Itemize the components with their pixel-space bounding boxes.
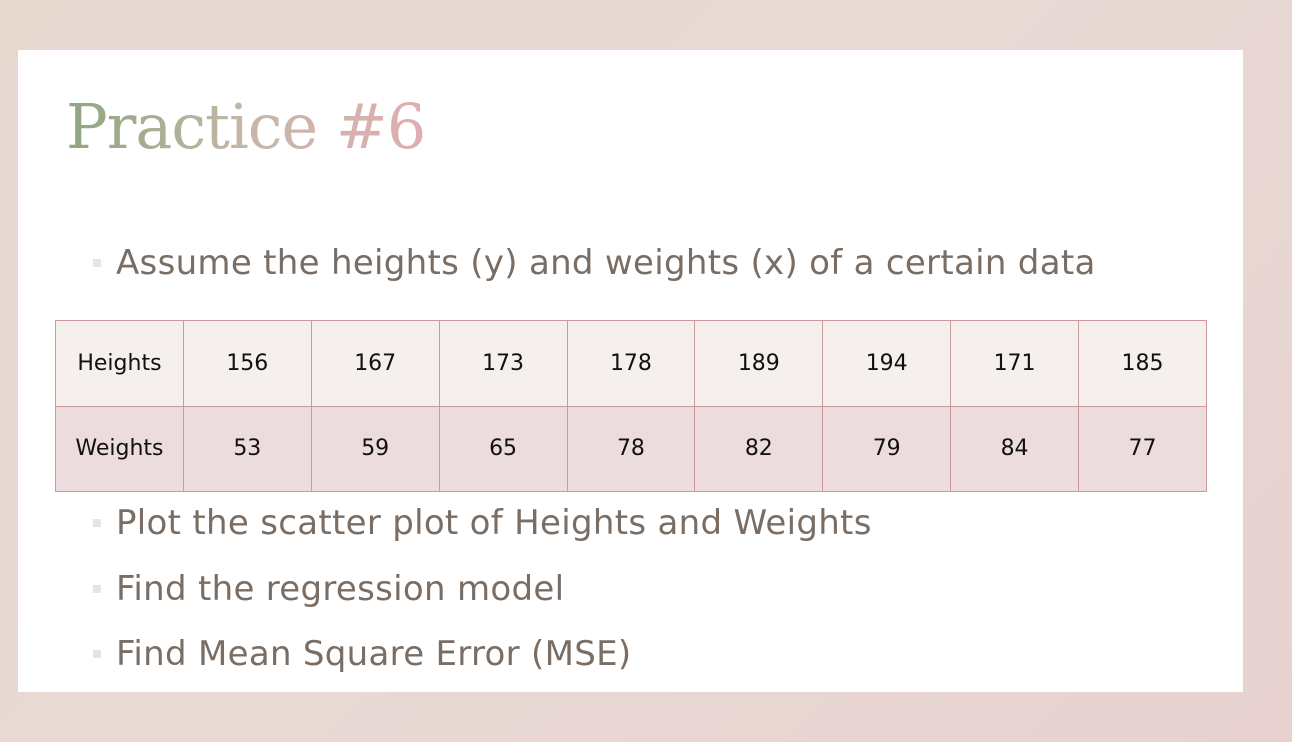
table-cell: 185	[1078, 320, 1207, 407]
table-cell: 65	[438, 405, 568, 492]
table-cell: 53	[182, 405, 312, 492]
slide: Practice #6 Assume the heights (y) and w…	[18, 50, 1243, 692]
bullet-marker-icon	[93, 259, 101, 267]
row-label-heights: Heights	[55, 320, 184, 407]
table-cell: 194	[822, 320, 952, 407]
table-cell: 78	[566, 405, 696, 492]
bullet-marker-icon	[93, 519, 101, 527]
table-cell: 59	[310, 405, 440, 492]
data-table: Heights 156 167 173 178 189 194 171 185 …	[55, 320, 1207, 492]
table-cell: 189	[694, 320, 824, 407]
bullet-marker-icon	[93, 585, 101, 593]
table-cell: 82	[694, 405, 824, 492]
task-text: Plot the scatter plot of Heights and Wei…	[116, 503, 872, 543]
bullet-marker-icon	[93, 650, 101, 658]
table-cell: 178	[566, 320, 696, 407]
table-cell: 171	[950, 320, 1079, 407]
table-cell: 156	[182, 320, 312, 407]
table-cell: 84	[950, 405, 1079, 492]
row-label-weights: Weights	[55, 405, 184, 492]
table-cell: 173	[438, 320, 568, 407]
task-bullet-scatter-plot: Plot the scatter plot of Heights and Wei…	[93, 503, 872, 543]
table-cell: 79	[822, 405, 952, 492]
intro-bullet: Assume the heights (y) and weights (x) o…	[93, 243, 1096, 283]
table-cell: 167	[310, 320, 440, 407]
task-bullet-regression-model: Find the regression model	[93, 569, 564, 609]
task-text: Find Mean Square Error (MSE)	[116, 634, 632, 674]
task-bullet-mse: Find Mean Square Error (MSE)	[93, 634, 631, 674]
table-cell: 77	[1078, 405, 1207, 492]
table-row-heights: Heights 156 167 173 178 189 194 171 185	[55, 320, 1207, 407]
table-row-weights: Weights 53 59 65 78 82 79 84 77	[55, 405, 1207, 492]
intro-bullet-text: Assume the heights (y) and weights (x) o…	[116, 243, 1096, 283]
task-text: Find the regression model	[116, 569, 565, 609]
slide-title: Practice #6	[66, 90, 426, 163]
